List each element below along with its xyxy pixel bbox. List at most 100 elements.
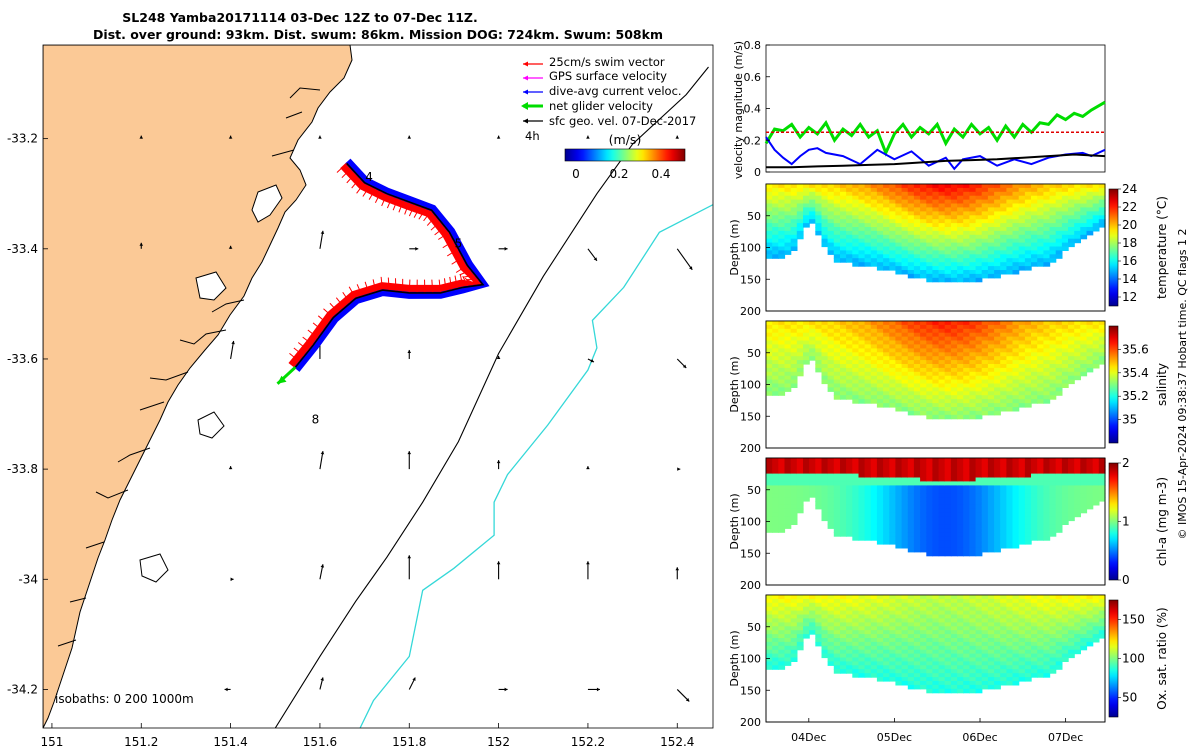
heatmap-cell (975, 684, 983, 690)
heatmap-cell (1037, 367, 1044, 373)
heatmap-cell (950, 391, 958, 396)
heatmap-cell (1055, 230, 1063, 236)
heatmap-cell (950, 458, 958, 463)
heatmap-cell (1024, 622, 1032, 627)
map-y-tick-label: -33.4 (7, 242, 38, 256)
heatmap-cell (901, 669, 909, 674)
heatmap-cell (932, 395, 940, 400)
heatmap-cell (926, 191, 934, 197)
heatmap-cell (920, 598, 927, 604)
heatmap-cell (981, 532, 989, 537)
heatmap-cell (1018, 516, 1026, 522)
heatmap-cell (901, 367, 909, 373)
heatmap-cell (889, 219, 897, 224)
heatmap-cell (1068, 461, 1075, 467)
heatmap-cell (1024, 489, 1032, 494)
heatmap-cell (827, 481, 835, 486)
heatmap-cell (876, 219, 884, 224)
colorbar-tick-label: 14 (1122, 272, 1137, 286)
heatmap-cell (870, 328, 878, 334)
heatmap-cell (1086, 203, 1094, 208)
heatmap-cell (1061, 207, 1069, 212)
heatmap-cell (815, 211, 823, 216)
heatmap-cell (858, 473, 866, 479)
heatmap-cell (987, 242, 995, 248)
heatmap-cell (852, 649, 860, 655)
swim-vector (454, 275, 458, 289)
heatmap-cell (926, 485, 934, 490)
heatmap-cell (1049, 524, 1057, 529)
heatmap-cell (1043, 489, 1051, 494)
heatmap-cell (1049, 618, 1057, 623)
heatmap-cell (938, 681, 946, 686)
heatmap-cell (815, 344, 823, 349)
heatmap-cell (809, 469, 816, 475)
heatmap-cell (926, 375, 934, 381)
heatmap-cell (987, 520, 995, 525)
heatmap-cell (870, 238, 878, 244)
heatmap-cell (950, 266, 958, 271)
heatmap-cell (858, 328, 866, 334)
heatmap-cell (907, 544, 915, 549)
heatmap-cell (1068, 653, 1075, 659)
heatmap-cell (926, 458, 934, 463)
heatmap-cell (1098, 187, 1106, 193)
heatmap-cell (778, 626, 786, 631)
heatmap-cell (1006, 375, 1014, 381)
map-x-tick-label: 152 (487, 735, 510, 749)
heatmap-cell (883, 653, 890, 659)
heatmap-cell (889, 215, 897, 220)
heatmap-cell (852, 458, 860, 463)
heatmap-cell (1068, 238, 1075, 244)
heatmap-cell (889, 665, 897, 670)
heatmap-cell (987, 626, 995, 631)
heatmap-cell (766, 375, 773, 381)
heatmap-cell (1006, 383, 1014, 388)
heatmap-cell (957, 477, 964, 482)
heatmap-cell (852, 379, 860, 385)
heatmap-cell (981, 547, 989, 553)
heatmap-cell (1031, 481, 1038, 486)
heatmap-cell (827, 493, 835, 498)
heatmap-cell (932, 403, 940, 408)
heatmap-cell (1012, 481, 1020, 486)
heatmap-cell (1037, 665, 1044, 670)
velocity-ylabel: velocity magnitude (m/s) (732, 41, 745, 179)
heatmap-cell (901, 618, 909, 623)
heatmap-cell (987, 254, 995, 259)
heatmap-cell (913, 395, 921, 400)
heatmap-cell (821, 606, 829, 612)
heatmap-cell (840, 477, 847, 482)
heatmap-cell (1092, 634, 1100, 639)
heatmap-cell (994, 230, 1001, 236)
heatmap-cell (981, 399, 989, 404)
heatmap-cell (840, 461, 847, 467)
heatmap-cell (889, 352, 897, 357)
heatmap-cell (1024, 336, 1032, 342)
heatmap-cell (1031, 246, 1038, 251)
heatmap-cell (1086, 602, 1094, 608)
heatmap-cell (1024, 508, 1032, 514)
heatmap-cell (932, 606, 940, 612)
heatmap-cell (766, 250, 773, 255)
heatmap-cell (907, 199, 915, 205)
heatmap-cell (895, 618, 903, 623)
heatmap-cell (1043, 344, 1051, 349)
heatmap-cell (901, 399, 909, 404)
heatmap-cell (784, 234, 792, 240)
heatmap-cell (957, 626, 964, 631)
heatmap-cell (987, 403, 995, 408)
heatmap-cell (994, 383, 1001, 388)
net-velocity-arrowhead (277, 375, 287, 384)
heatmap-cell (1055, 524, 1063, 529)
heatmap-cell (864, 641, 872, 647)
heatmap-cell (1000, 367, 1007, 373)
heatmap-cell (1086, 493, 1094, 498)
heatmap-cell (963, 340, 970, 345)
heatmap-cell (1086, 321, 1094, 326)
heatmap-cell (815, 622, 823, 627)
heatmap-cell (1074, 367, 1081, 373)
heatmap-cell (913, 360, 921, 365)
heatmap-cell (1000, 336, 1007, 342)
heatmap-cell (926, 242, 934, 248)
